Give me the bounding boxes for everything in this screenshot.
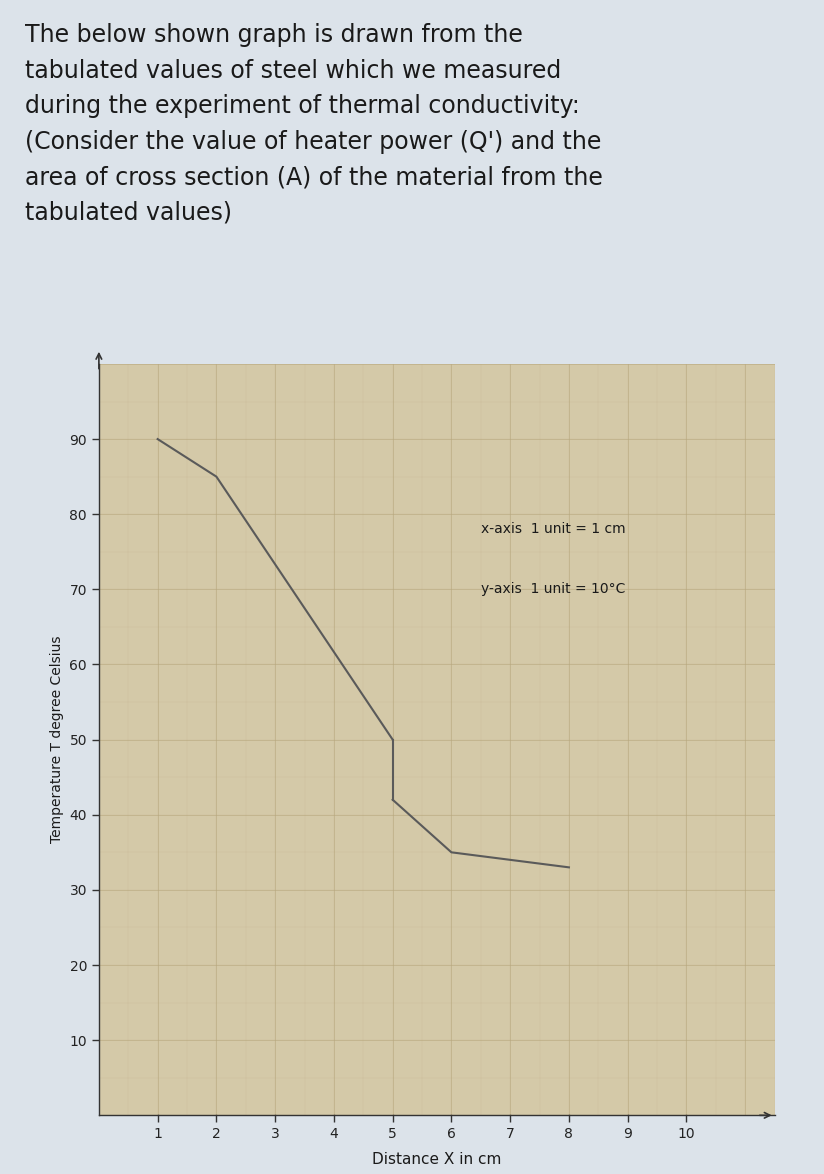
X-axis label: Distance X in cm: Distance X in cm xyxy=(372,1152,502,1167)
Y-axis label: Temperature T degree Celsius: Temperature T degree Celsius xyxy=(50,636,64,843)
Text: y-axis  1 unit = 10°C: y-axis 1 unit = 10°C xyxy=(480,582,625,596)
Text: x-axis  1 unit = 1 cm: x-axis 1 unit = 1 cm xyxy=(480,522,625,537)
Text: The below shown graph is drawn from the
tabulated values of steel which we measu: The below shown graph is drawn from the … xyxy=(25,23,602,224)
